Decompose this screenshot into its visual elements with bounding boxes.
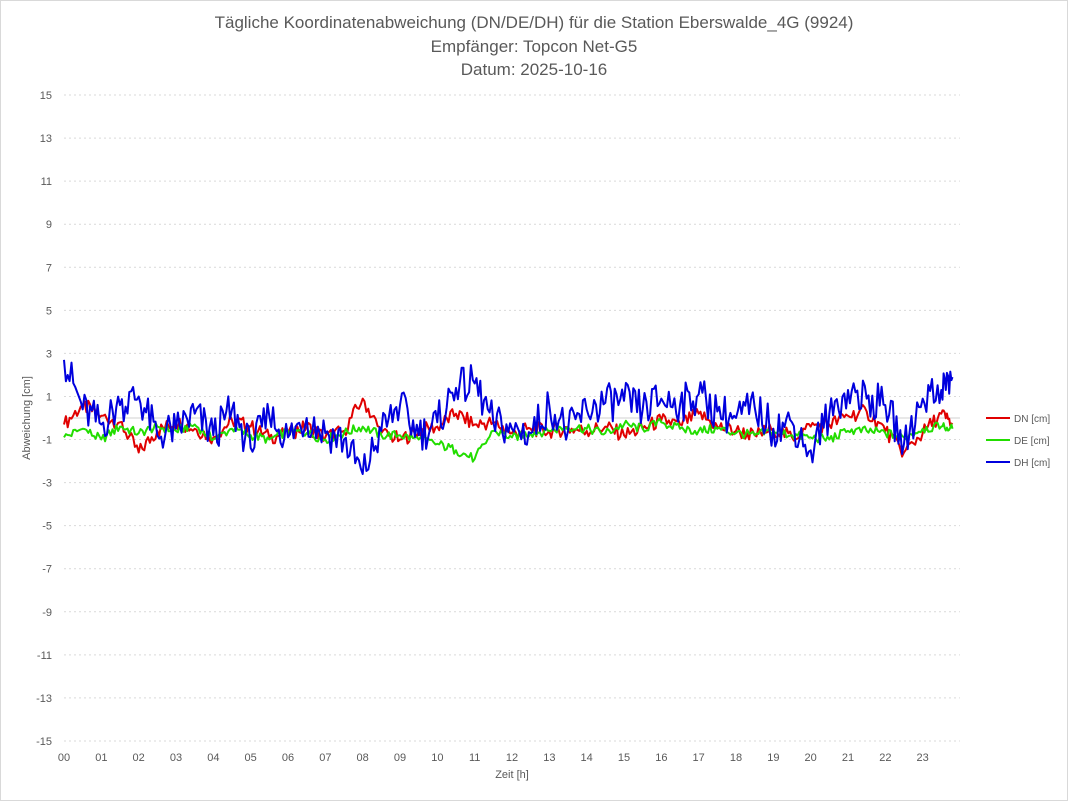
- x-tick-label: 12: [506, 752, 518, 764]
- y-tick-label: -15: [36, 736, 52, 748]
- x-tick-label: 19: [767, 752, 779, 764]
- x-tick-label: 04: [207, 752, 219, 764]
- x-tick-label: 20: [805, 752, 817, 764]
- y-tick-label: -7: [42, 564, 52, 576]
- chart-date: Datum: 2025-10-16: [460, 60, 608, 79]
- x-tick-label: 07: [319, 752, 331, 764]
- x-tick-label: 03: [170, 752, 182, 764]
- y-axis-ticks: 15 13 11 9 7 5 3 1 -1 -3 -5 -7 -9 -11 -13 -15: [36, 90, 52, 748]
- x-tick-label: 06: [282, 752, 294, 764]
- y-tick-label: -9: [42, 607, 52, 619]
- chart-subtitle: Empfänger: Topcon Net-G5: [430, 37, 638, 56]
- y-tick-label: 3: [46, 348, 52, 360]
- x-tick-label: 09: [394, 752, 406, 764]
- series-line-dn: [63, 397, 954, 458]
- y-tick-label: -1: [42, 435, 52, 447]
- x-axis-ticks: 00 01 02 03 04 05 06 07 08 09 10 11 12 13 14 15 16 17 18 19…: [58, 752, 929, 764]
- x-tick-label: 02: [133, 752, 145, 764]
- x-tick-label: 17: [693, 752, 705, 764]
- y-tick-label: -13: [36, 693, 52, 705]
- x-tick-label: 11: [469, 752, 480, 764]
- y-tick-label: 9: [46, 219, 52, 231]
- legend: DN [cm] DE [cm] DH [cm]: [986, 414, 1050, 469]
- legend-label: DH [cm]: [1014, 458, 1050, 469]
- x-tick-label: 10: [431, 752, 443, 764]
- x-tick-label: 01: [95, 752, 107, 764]
- y-tick-label: -5: [42, 521, 52, 533]
- x-tick-label: 00: [58, 752, 70, 764]
- grid-lines: [64, 94, 960, 742]
- x-tick-label: 18: [730, 752, 742, 764]
- legend-label: DE [cm]: [1014, 436, 1050, 447]
- x-tick-label: 23: [917, 752, 929, 764]
- x-tick-label: 08: [357, 752, 369, 764]
- y-tick-label: 13: [40, 133, 52, 145]
- x-tick-label: 13: [543, 752, 555, 764]
- x-tick-label: 15: [618, 752, 630, 764]
- x-tick-label: 14: [581, 752, 593, 764]
- y-axis-label: Abweichung [cm]: [21, 376, 33, 460]
- y-tick-label: 1: [46, 391, 52, 403]
- y-tick-label: -11: [37, 650, 52, 662]
- chart-title: Tägliche Koordinatenabweichung (DN/DE/DH…: [214, 13, 854, 32]
- series-lines: [63, 359, 954, 475]
- y-tick-label: 15: [40, 90, 52, 102]
- x-tick-label: 21: [842, 752, 854, 764]
- x-tick-label: 22: [879, 752, 891, 764]
- x-tick-label: 05: [245, 752, 257, 764]
- y-tick-label: 7: [46, 262, 52, 274]
- y-tick-label: 11: [41, 176, 52, 188]
- y-tick-label: -3: [42, 478, 52, 490]
- x-axis-label: Zeit [h]: [495, 769, 529, 781]
- y-tick-label: 5: [46, 305, 52, 317]
- series-line-dh: [63, 359, 954, 475]
- x-tick-label: 16: [655, 752, 667, 764]
- legend-label: DN [cm]: [1014, 414, 1050, 425]
- series-line-de: [63, 417, 954, 463]
